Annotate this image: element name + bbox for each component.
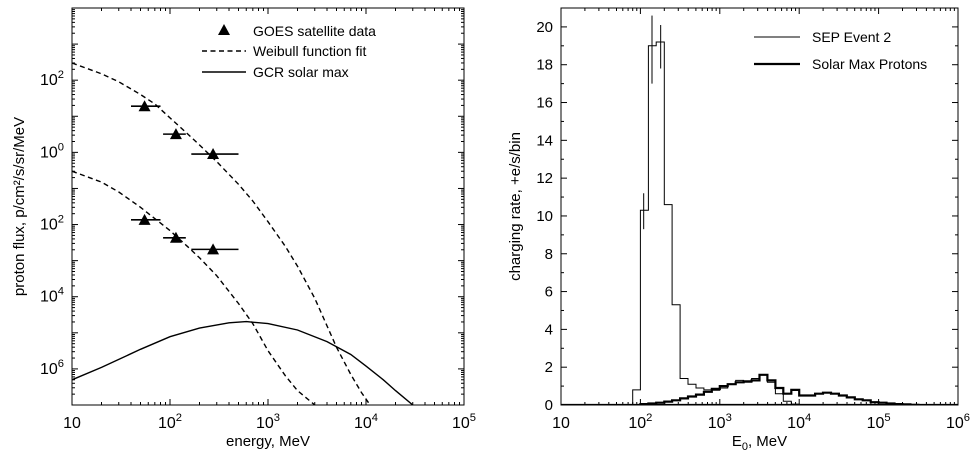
legend-label: Solar Max Protons — [812, 56, 927, 72]
y-tick-label: 106 — [40, 358, 64, 378]
left-chart: 10 102 103 104 105 102 100 102 104 106 energy, MeV… — [11, 7, 476, 450]
weibull-fit-curve — [72, 62, 371, 405]
y-tick-label: 18 — [536, 57, 553, 74]
x-tick-label: 106 — [946, 412, 970, 432]
x-tick-label: 102 — [158, 412, 182, 432]
legend-label: GOES satellite data — [253, 23, 376, 39]
solar-max-histogram — [639, 373, 920, 405]
data-point — [138, 213, 151, 225]
right-chart: 10 102 103 104 105 106 0 2 4 6 8 10 12 14 16 18 20 E0, Me… — [507, 7, 970, 453]
plot-area — [72, 62, 414, 405]
y-tick-label: 8 — [545, 246, 553, 263]
y-tick-label: 14 — [536, 132, 553, 149]
data-point — [169, 128, 182, 140]
x-tick-label: 10 — [552, 415, 570, 432]
y-tick-label: 16 — [536, 95, 553, 112]
weibull-fit-curve — [72, 170, 316, 405]
y-tick-label: 2 — [545, 359, 553, 376]
y-tick-label: 10 — [536, 208, 553, 225]
x-tick-label: 104 — [787, 412, 811, 432]
x-tick-label: 10 — [63, 415, 81, 432]
legend-label: SEP Event 2 — [812, 29, 891, 45]
data-point — [207, 243, 220, 255]
y-tick-label: 102 — [40, 69, 64, 89]
y-tick-label: 20 — [536, 19, 553, 36]
x-tick-label: 105 — [867, 412, 891, 432]
y-tick-label: 104 — [40, 286, 64, 306]
data-point — [138, 100, 151, 112]
y-axis-label: charging rate, +e/s/bin — [507, 132, 524, 281]
x-tick-label: 103 — [708, 412, 732, 432]
legend-marker — [218, 24, 230, 35]
y-tick-label: 12 — [536, 170, 553, 187]
x-axis-label: energy, MeV — [226, 433, 310, 450]
plot-area — [561, 15, 958, 405]
x-tick-label: 102 — [628, 412, 652, 432]
sep-event-histogram — [632, 41, 800, 405]
legend-label: GCR solar max — [253, 64, 349, 80]
y-tick-label: 4 — [545, 321, 553, 338]
y-tick-label: 0 — [545, 397, 553, 414]
legend-label: Weibull function fit — [253, 43, 366, 59]
data-point — [207, 148, 220, 160]
x-tick-label: 105 — [452, 412, 476, 432]
data-point — [169, 231, 182, 243]
y-tick-label: 102 — [40, 214, 64, 234]
y-tick-label: 6 — [545, 284, 553, 301]
y-axis-label: proton flux, p/cm²/s/sr/MeV — [11, 117, 28, 296]
x-tick-label: 104 — [354, 412, 378, 432]
x-tick-label: 103 — [256, 412, 280, 432]
y-tick-label: 100 — [40, 141, 64, 161]
gcr-curve — [72, 320, 414, 405]
x-axis-label: E0, MeV — [732, 433, 787, 453]
